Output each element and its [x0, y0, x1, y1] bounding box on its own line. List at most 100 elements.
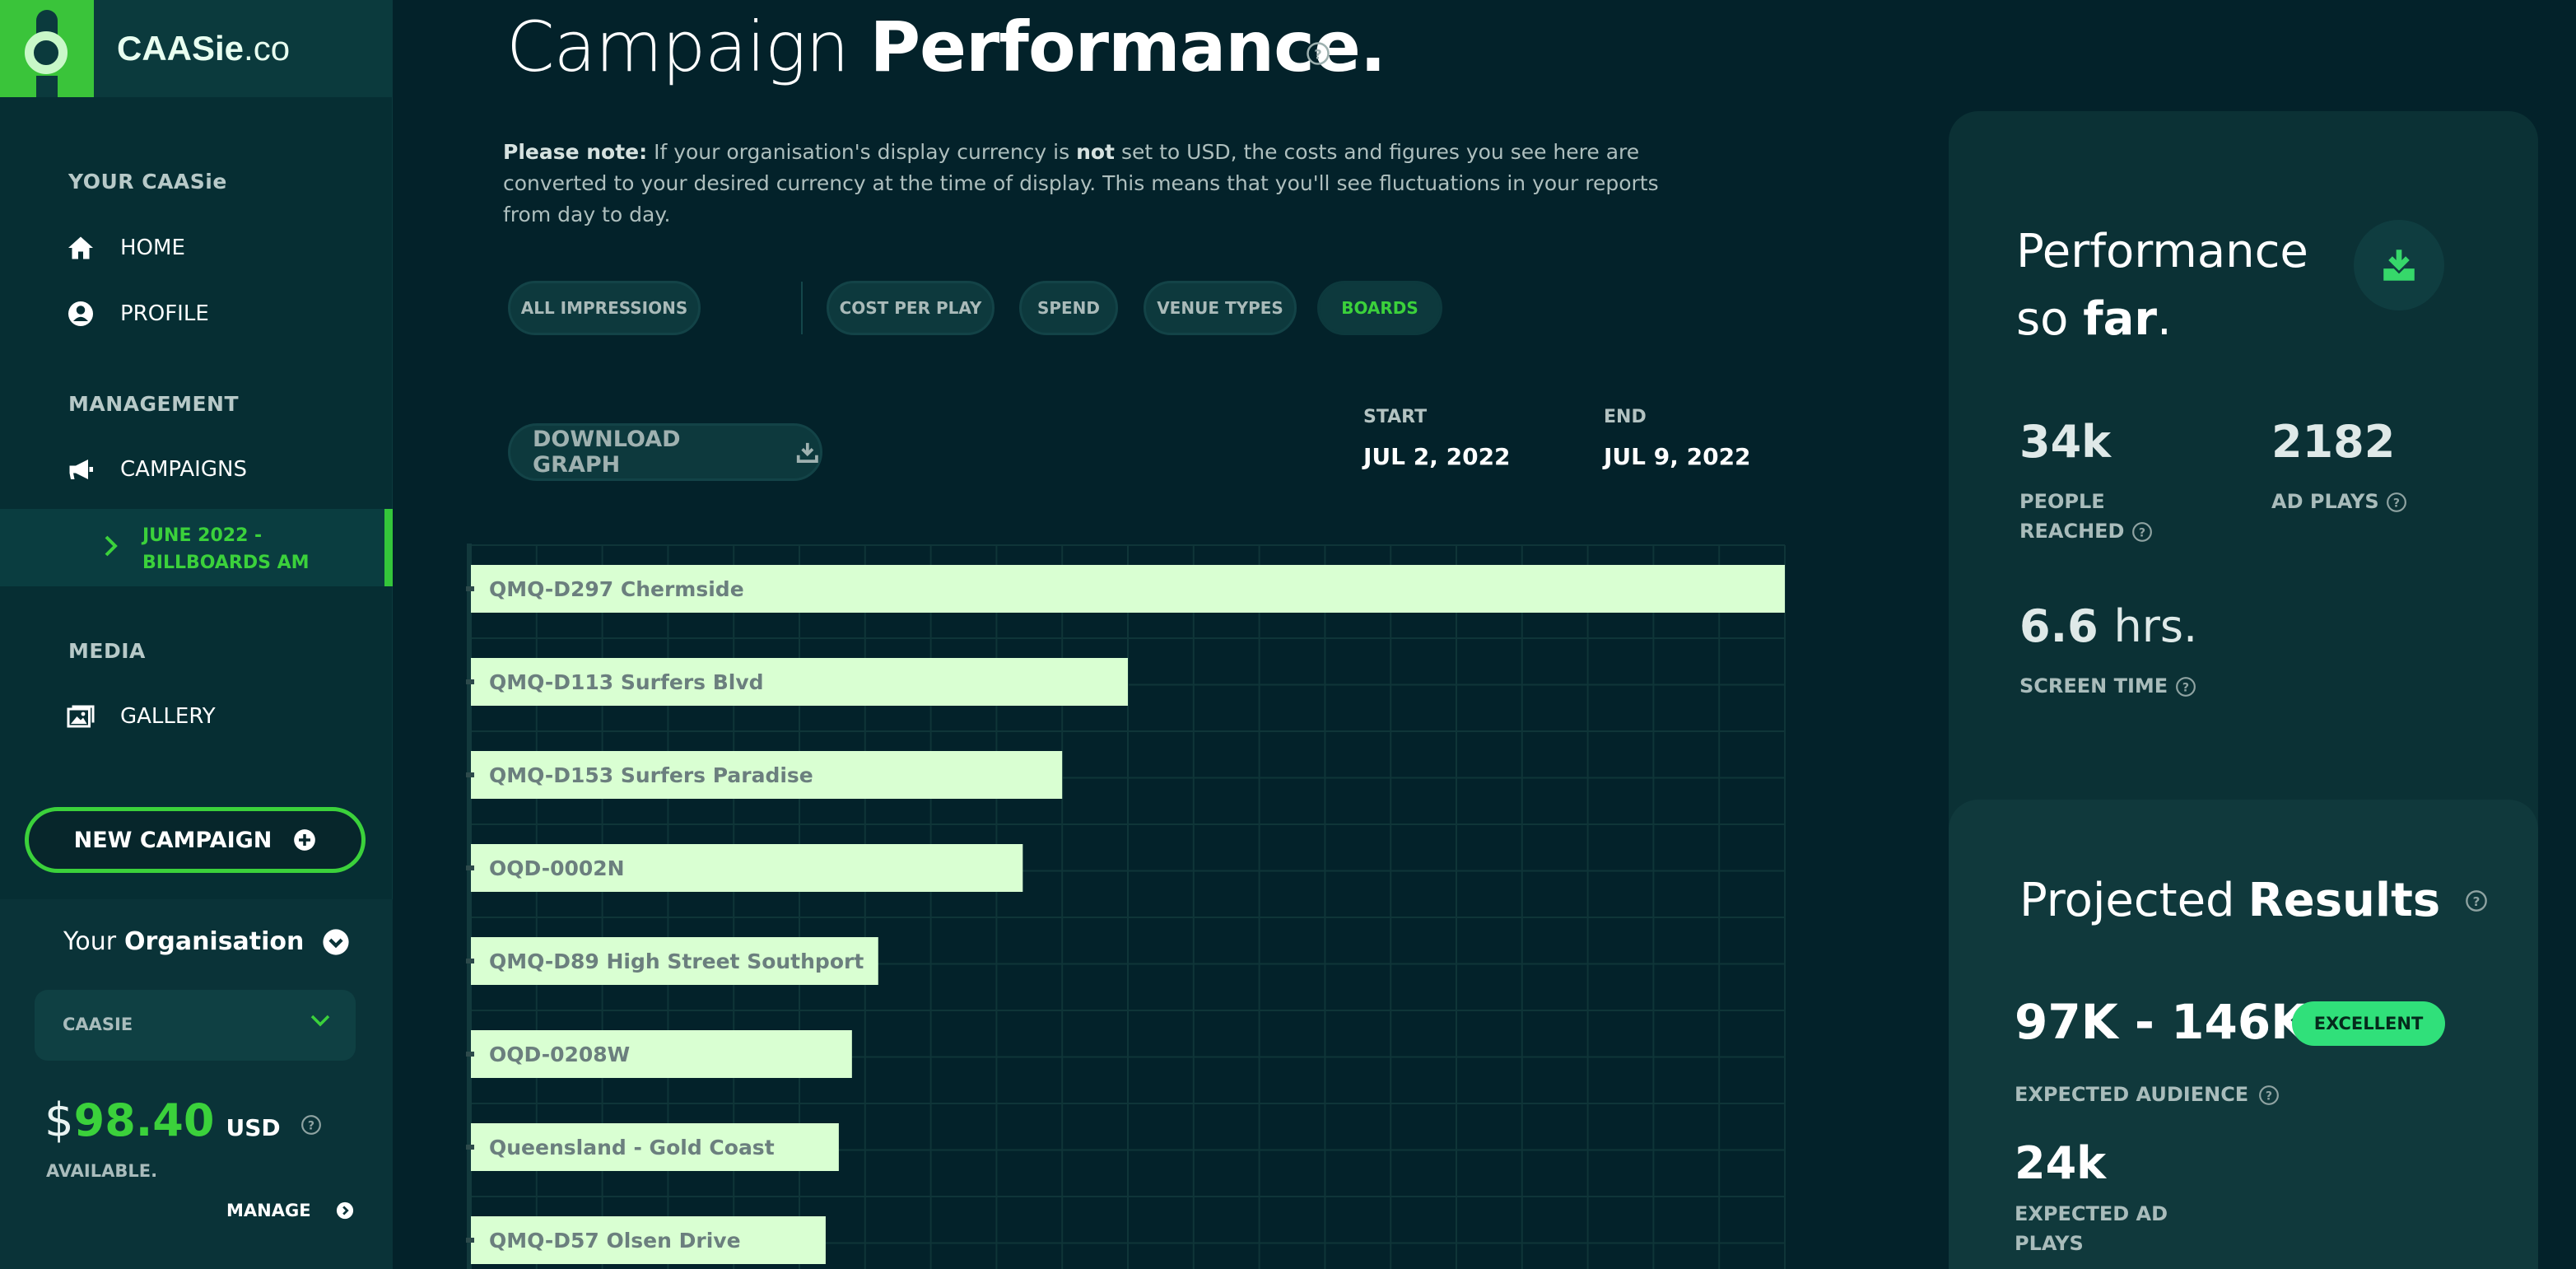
chart-bar[interactable]: [471, 658, 1128, 706]
performance-panel: Performance so far. 34k PEOPLE REACHED ?…: [1949, 111, 2538, 935]
sidebar-item-active-campaign[interactable]: JUNE 2022 - BILLBOARDS AM: [0, 509, 393, 586]
projected-results-panel: Projected Results ? 97K - 146K EXCELLENT …: [1949, 800, 2538, 1269]
filter-divider: [801, 282, 803, 334]
screen-time-value: 6.6 hrs.: [2019, 600, 2198, 652]
plus-circle-icon: [294, 829, 316, 851]
organisation-panel: Your Organisation CAASIE $ 98.40 USD ? A…: [0, 899, 393, 1269]
y-tick: [466, 772, 474, 777]
svg-text:?: ?: [2473, 893, 2481, 908]
chart-bar[interactable]: [471, 751, 1063, 799]
screen-time-label: SCREEN TIME ?: [2019, 671, 2196, 701]
expected-audience-value: 97K - 146K: [2015, 994, 2308, 1050]
bar-label: QMQ-D297 Chermside: [489, 577, 744, 601]
new-campaign-button[interactable]: NEW CAMPAIGN: [25, 807, 366, 873]
svg-text:?: ?: [2266, 1089, 2272, 1103]
chevron-right-icon: [105, 535, 118, 557]
brand-name: CAASie.co: [117, 29, 291, 68]
y-tick: [466, 1052, 474, 1057]
bar-label: QMQ-D57 Olsen Drive: [489, 1229, 741, 1253]
svg-text:?: ?: [2393, 497, 2400, 510]
y-tick: [466, 865, 474, 870]
help-icon[interactable]: ?: [2258, 1085, 2280, 1106]
organisation-toggle[interactable]: Your Organisation: [63, 927, 350, 956]
bar-label: Queensland - Gold Coast: [489, 1136, 775, 1159]
start-date-value[interactable]: JUL 2, 2022: [1363, 443, 1511, 470]
currency-note: Please note: If your organisation's disp…: [503, 140, 1659, 226]
filter-boards[interactable]: BOARDS: [1317, 281, 1442, 335]
chart-bar[interactable]: [471, 937, 878, 985]
available-label: AVAILABLE.: [46, 1161, 158, 1181]
download-icon: [797, 442, 819, 463]
start-date-label: START: [1363, 407, 1428, 427]
balance: $ 98.40 USD ?: [44, 1094, 322, 1147]
boards-bar-chart: QMQ-D297 Chermside QMQ-D113 Surfers Blvd Q…: [466, 544, 1786, 1269]
y-tick: [466, 959, 474, 963]
bar-label: QMQ-D113 Surfers Blvd: [489, 670, 764, 694]
filter-spend[interactable]: SPEND: [1019, 281, 1118, 335]
sidebar-item-label: GALLERY: [120, 704, 216, 729]
user-circle-icon: [68, 301, 93, 326]
chart-bar[interactable]: [471, 1030, 852, 1078]
manage-button[interactable]: MANAGE: [226, 1201, 354, 1220]
organisation-select[interactable]: CAASIE: [35, 990, 356, 1061]
y-tick: [466, 679, 474, 684]
performance-download-button[interactable]: [2354, 220, 2444, 310]
sidebar: CAASie.co YOUR CAASie HOME PROFILE MANAG…: [0, 0, 393, 1269]
end-date-label: END: [1604, 407, 1647, 427]
help-icon[interactable]: ?: [1306, 41, 1330, 66]
y-tick: [466, 1145, 474, 1150]
filter-cost-per-play[interactable]: COST PER PLAY: [827, 281, 995, 335]
chevron-right-circle-icon: [336, 1201, 353, 1220]
download-tray-icon: [2383, 250, 2415, 281]
sidebar-item-campaigns[interactable]: CAMPAIGNS: [66, 451, 247, 488]
expected-ad-plays-value: 24k: [2015, 1137, 2107, 1189]
expected-audience-label: EXPECTED AUDIENCE?: [2015, 1080, 2280, 1109]
page-title: Campaign Performance.: [506, 7, 1386, 87]
people-reached-value: 34k: [2019, 416, 2112, 468]
sidebar-item-gallery[interactable]: GALLERY: [66, 698, 216, 735]
download-graph-button[interactable]: DOWNLOAD GRAPH: [508, 423, 822, 481]
status-badge: EXCELLENT: [2292, 1001, 2445, 1046]
help-icon[interactable]: ?: [2386, 492, 2407, 513]
chart-bar[interactable]: [471, 844, 1023, 892]
bar-label: QMQ-D89 High Street Southport: [489, 949, 864, 973]
section-your-caasie: YOUR CAASie: [68, 170, 227, 194]
projected-title: Projected Results ?: [2019, 874, 2488, 927]
logo[interactable]: CAASie.co: [0, 0, 393, 97]
bar-label: OQD-0002N: [489, 856, 625, 880]
sidebar-item-home[interactable]: HOME: [66, 230, 185, 266]
expected-ad-plays-label: EXPECTED AD PLAYS: [2015, 1202, 2168, 1255]
bar-label: OQD-0208W: [489, 1043, 630, 1066]
sidebar-item-profile[interactable]: PROFILE: [66, 296, 209, 332]
chevron-down-circle-icon: [323, 928, 349, 955]
section-media: MEDIA: [68, 639, 146, 663]
chart-bar[interactable]: [471, 565, 1785, 613]
boards-chart: QMQ-D297 Chermside QMQ-D113 Surfers Blvd Q…: [461, 535, 1811, 1269]
chart-bar[interactable]: [471, 1123, 839, 1171]
filter-venue-types[interactable]: VENUE TYPES: [1144, 281, 1297, 335]
svg-text:?: ?: [308, 1119, 314, 1132]
svg-text:?: ?: [1314, 46, 1321, 62]
svg-text:?: ?: [2139, 526, 2145, 539]
sidebar-item-label: HOME: [120, 236, 185, 260]
bar-label: QMQ-D153 Surfers Paradise: [489, 763, 813, 787]
logo-icon: [0, 0, 94, 97]
performance-title: Performance so far.: [2016, 225, 2308, 346]
help-icon[interactable]: ?: [2175, 676, 2196, 697]
home-icon: [68, 236, 93, 259]
sidebar-item-label: CAMPAIGNS: [120, 457, 247, 482]
people-reached-label: PEOPLE REACHED ?: [2019, 487, 2153, 546]
ad-plays-value: 2182: [2271, 416, 2396, 468]
help-icon[interactable]: ?: [2131, 521, 2153, 543]
gallery-icon: [67, 705, 95, 728]
filter-all-impressions[interactable]: ALL IMPRESSIONS: [508, 281, 701, 335]
y-tick: [466, 1238, 474, 1243]
y-tick: [466, 586, 474, 591]
active-campaign-label: JUNE 2022 - BILLBOARDS AM: [142, 525, 310, 573]
section-management: MANAGEMENT: [68, 392, 240, 416]
chart-bar[interactable]: [471, 1216, 826, 1264]
end-date-value[interactable]: JUL 9, 2022: [1604, 443, 1751, 470]
ad-plays-label: AD PLAYS ?: [2271, 487, 2407, 516]
help-icon[interactable]: ?: [300, 1114, 322, 1136]
help-icon[interactable]: ?: [2465, 889, 2488, 912]
